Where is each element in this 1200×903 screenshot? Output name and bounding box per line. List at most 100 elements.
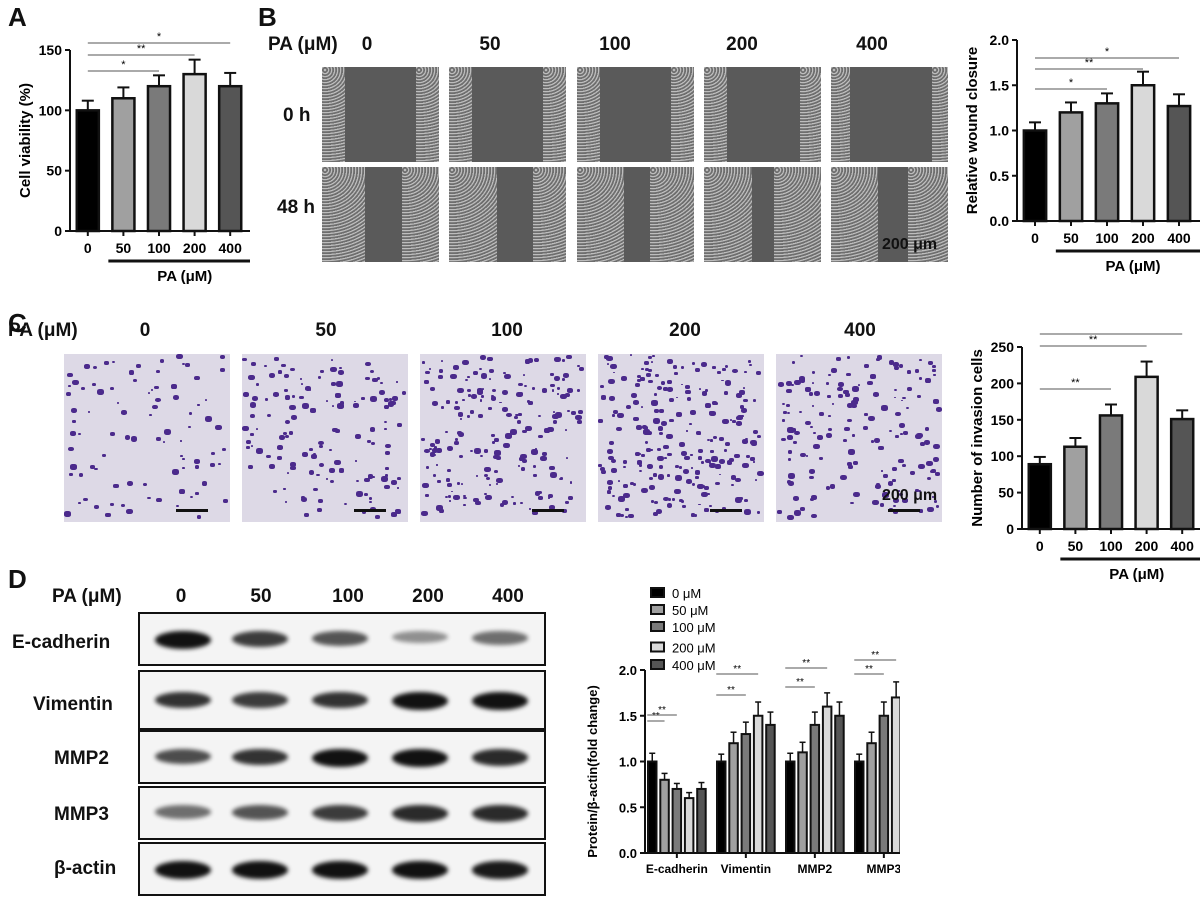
protein-band (392, 749, 448, 767)
x-tick-label: MMP3 (867, 862, 900, 876)
row-label-48h: 48 h (277, 197, 316, 218)
legend-swatch (650, 587, 665, 598)
wound-image (577, 167, 694, 262)
panel-b-conc-50: 50 (479, 34, 501, 55)
bar (683, 797, 695, 855)
wound-image (449, 67, 566, 162)
y-tick-label: 50 (998, 485, 1014, 501)
protein-band (232, 749, 288, 766)
protein-band (312, 631, 368, 646)
svg-text:0.5: 0.5 (619, 800, 637, 815)
legend-label: 200 μM (672, 641, 716, 656)
panel-label-d: D (8, 564, 27, 594)
svg-text:2.0: 2.0 (619, 663, 637, 678)
x-tick-label: Vimentin (721, 862, 771, 876)
bar (740, 733, 752, 854)
y-tick-label: 100 (991, 448, 1015, 464)
x-tick-label: 200 (183, 240, 207, 256)
wound-scale-bar-label: 200 μm (882, 236, 938, 253)
significance-mark: ** (871, 650, 879, 661)
significance-mark: ** (802, 658, 810, 669)
protein-band (392, 805, 448, 822)
panel-c-conc-400: 400 (844, 320, 876, 341)
protein-band (312, 749, 368, 767)
panel-d-conc-400: 400 (492, 586, 524, 607)
significance-mark: * (1069, 77, 1074, 89)
panel-d-conc-50: 50 (250, 586, 272, 607)
invasion-image (242, 354, 408, 522)
panel-c-conc-100: 100 (491, 320, 523, 341)
significance-mark: ** (865, 664, 873, 675)
protein-band (472, 631, 528, 645)
bar (146, 84, 172, 233)
svg-text:0.0: 0.0 (619, 846, 637, 861)
bar (1166, 104, 1192, 223)
y-axis-label: Number of invasion cells (969, 349, 986, 527)
svg-text:1.0: 1.0 (619, 755, 637, 770)
panel-d-conc-0: 0 (175, 586, 187, 607)
protein-band (232, 861, 288, 879)
wound-image (704, 67, 821, 162)
blot-strip (138, 612, 546, 666)
panel-c-conc-50: 50 (315, 320, 337, 341)
bar (182, 72, 207, 233)
panel-d-conc-100: 100 (332, 586, 364, 607)
bar (217, 84, 243, 233)
legend-swatch (650, 641, 665, 653)
bar (1022, 129, 1048, 223)
panel-label-c: C (8, 308, 27, 338)
panel-c-header: PA (μM) (8, 320, 78, 341)
legend-label: 100 μM (672, 620, 716, 635)
protein-band (472, 805, 528, 822)
bar (821, 705, 833, 854)
x-tick-label: 50 (1063, 230, 1079, 246)
bar (696, 787, 707, 854)
y-tick-label: 0 (54, 223, 62, 239)
bar (1094, 102, 1120, 223)
protein-band (155, 692, 211, 709)
blot-label-vimentin: Vimentin (33, 694, 113, 715)
x-tick-label: 100 (1099, 538, 1123, 554)
bar (1134, 375, 1159, 531)
protein-band (312, 861, 368, 879)
bar (647, 760, 658, 854)
legend-swatch (650, 659, 665, 670)
protein-band (392, 692, 448, 710)
significance-mark: ** (652, 711, 660, 722)
blot-strip (138, 842, 546, 896)
invasion-image (598, 354, 764, 522)
blot-label-mmp3: MMP3 (54, 804, 109, 825)
y-axis-label: Cell viability (%) (17, 83, 34, 198)
bar (1098, 414, 1124, 531)
wound-image (704, 167, 821, 262)
row-label-0h: 0 h (283, 105, 311, 126)
bar (809, 723, 821, 854)
blot-label-mmp2: MMP2 (54, 748, 109, 769)
y-tick-label: 100 (39, 102, 63, 118)
protein-band (472, 749, 528, 766)
blot-strip (138, 670, 546, 730)
panel-b-conc-0: 0 (361, 34, 373, 55)
chart-protein-fold-change: 0.0 0.5 1.0 1.5 2.0 E-cadherin Vimentin MMP2 MMP… (585, 586, 900, 876)
significance-mark: ** (1089, 334, 1098, 346)
x-tick-label: 50 (116, 240, 132, 256)
x-axis-label: PA (μM) (1109, 566, 1164, 583)
y-tick-label: 1.5 (990, 77, 1010, 93)
bar (785, 760, 796, 854)
bar (866, 742, 877, 854)
wound-image (577, 67, 694, 162)
significance-mark: * (121, 59, 126, 71)
x-tick-label: MMP2 (798, 862, 833, 876)
legend-label: 400 μM (672, 658, 716, 673)
bar (834, 714, 845, 854)
x-tick-label: 50 (1068, 538, 1084, 554)
panel-c-conc-0: 0 (139, 320, 151, 341)
protein-band (155, 631, 211, 649)
bar (878, 714, 890, 854)
y-tick-label: 200 (991, 375, 1015, 391)
bar (728, 742, 739, 854)
bar (75, 109, 101, 233)
invasion-image (776, 354, 942, 522)
panel-label-a: A (8, 2, 27, 32)
wound-image (449, 167, 566, 262)
